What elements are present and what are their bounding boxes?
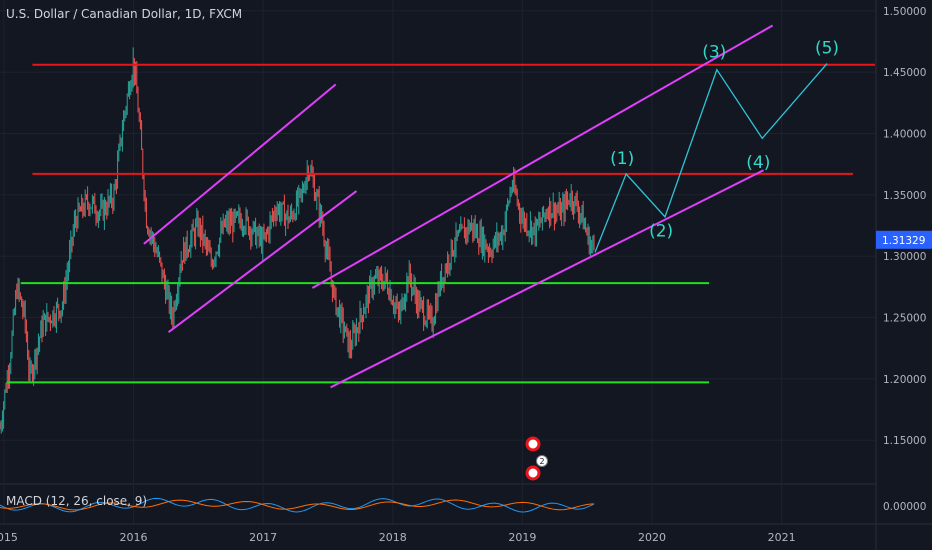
time-tick-label: 2020 xyxy=(638,531,666,544)
macd-pane xyxy=(0,497,595,513)
wave-label: (5) xyxy=(815,39,839,59)
time-tick-label: 2019 xyxy=(508,531,536,544)
price-tick-label: 1.35000 xyxy=(883,190,926,202)
wave-label: (2) xyxy=(649,221,673,241)
price-tick-label: 1.40000 xyxy=(883,128,926,140)
channel-2018-lower-line[interactable] xyxy=(330,169,764,389)
macd-signal-line xyxy=(0,499,595,511)
horizontal-levels xyxy=(6,63,875,384)
channel-2016-upper-line[interactable] xyxy=(143,83,337,245)
time-tick-label: 2016 xyxy=(120,531,148,544)
price-tick-label: 1.30000 xyxy=(883,251,926,263)
macd-line xyxy=(0,497,595,513)
channel-2016-lower-line[interactable] xyxy=(167,190,358,333)
time-tick-label: 2018 xyxy=(379,531,407,544)
time-tick-label: 2015 xyxy=(0,531,18,544)
time-tick-label: 2021 xyxy=(768,531,796,544)
wave-label: (3) xyxy=(702,42,726,62)
event-markers[interactable]: 2 xyxy=(525,436,548,481)
time-axis[interactable]: 2015 2016 2017 2018 2019 2020 2021 xyxy=(0,523,932,544)
macd-tick-label: 0.00000 xyxy=(883,501,926,513)
price-tick-label: 1.25000 xyxy=(883,312,926,324)
wave-projection xyxy=(594,63,828,253)
wave-label: (4) xyxy=(746,153,770,173)
last-price-value: 1.31329 xyxy=(882,235,925,247)
price-tick-label: 1.45000 xyxy=(883,67,926,79)
wave-label: (1) xyxy=(610,149,634,169)
price-candles xyxy=(0,47,595,434)
channel-2018-upper-line[interactable] xyxy=(311,24,774,289)
event-count: 2 xyxy=(539,457,544,466)
time-tick-label: 2017 xyxy=(249,531,277,544)
price-tick-label: 1.20000 xyxy=(883,374,926,386)
price-axis-panel xyxy=(876,0,932,550)
event-count-badge xyxy=(536,455,548,467)
macd-legend: MACD (12, 26, close, 9) xyxy=(6,494,148,508)
price-tick-label: 1.15000 xyxy=(883,435,926,447)
chart-title: U.S. Dollar / Canadian Dollar, 1D, FXCM xyxy=(6,7,243,21)
event-marker-us-flag-icon[interactable] xyxy=(525,465,541,481)
event-marker-canada-flag-icon[interactable] xyxy=(525,436,541,452)
elliott-wave-path[interactable] xyxy=(594,63,828,253)
last-price-badge xyxy=(876,230,932,249)
price-tick-label: 1.50000 xyxy=(883,6,926,18)
trend-channels xyxy=(143,24,774,389)
price-axis[interactable]: 1.50000 1.45000 1.40000 1.35000 1.30000 1.250… xyxy=(875,0,932,550)
wave-labels: (1) (2) (3) (4) (5) xyxy=(610,39,839,242)
